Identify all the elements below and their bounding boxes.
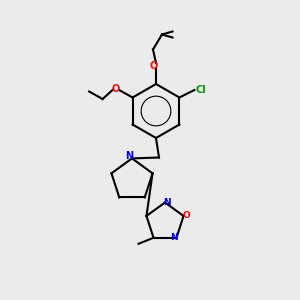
Text: O: O — [112, 83, 120, 94]
Text: N: N — [170, 233, 178, 242]
Text: N: N — [125, 151, 134, 161]
Text: N: N — [164, 198, 171, 207]
Text: O: O — [182, 212, 190, 220]
Text: O: O — [149, 61, 158, 71]
Text: Cl: Cl — [196, 85, 207, 95]
